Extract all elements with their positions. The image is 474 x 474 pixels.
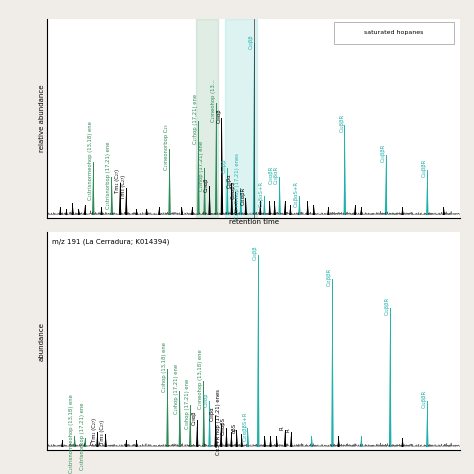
Text: C₂₉αβ: C₂₉αβ [191,410,197,425]
Text: C₃₀βα: C₃₀βα [226,173,231,188]
Text: C₂₉hop (17,21) ene: C₂₉hop (17,21) ene [174,364,179,414]
Text: C₃₀αβ: C₃₀αβ [217,109,221,123]
Text: C₃₂ββR: C₃₂ββR [385,297,390,315]
Text: C₃₁ββR: C₃₁ββR [327,268,332,286]
Text: C₂₅trisnormeohop (13,18) ene: C₂₅trisnormeohop (13,18) ene [69,394,74,474]
Text: C₂₉hop (13,18) ene: C₂₉hop (13,18) ene [162,342,167,392]
Text: C₃₁βαS+R: C₃₁βαS+R [294,181,299,207]
Text: C₃₁S+R hop (17,21) enes: C₃₁S+R hop (17,21) enes [216,389,220,455]
Text: C₃₀hop (17,21) ene: C₃₀hop (17,21) ene [185,378,190,428]
Y-axis label: relative abundance: relative abundance [38,85,45,152]
X-axis label: retention time: retention time [228,219,279,226]
Text: C₃₀αβS: C₃₀αβS [230,181,236,199]
Y-axis label: abundance: abundance [38,322,45,361]
Bar [196,19,218,218]
Text: C₃₀ββ: C₃₀ββ [253,246,258,260]
Text: saturated hopanes: saturated hopanes [364,30,423,36]
Text: C₂₅trisnorbop (17,21) ene: C₂₅trisnorbop (17,21) ene [106,142,111,209]
Text: C₃₀αβR
C₂₉βαR: C₃₀αβR C₂₉βαR [268,166,279,184]
Text: Tm₃ (C₂₇): Tm₃ (C₂₇) [100,420,105,444]
Text: C₃₀αβ: C₃₀αβ [204,392,209,407]
Text: C₂₉αβ: C₂₉αβ [204,177,209,192]
Text: C₃₂ββR: C₃₂ββR [422,390,427,409]
Bar [225,19,257,218]
Text: C₂₉neohop (13…: C₂₉neohop (13… [210,79,216,122]
Text: C₃₁αββS+R: C₃₁αββS+R [242,411,247,440]
Text: C₃₀αβS: C₃₀αβS [221,417,226,435]
Text: C₂₈hop (17,21) ene: C₂₈hop (17,21) ene [199,141,204,191]
Text: C₂₅trisnorbop (17,21) ene: C₂₅trisnorbop (17,21) ene [80,402,84,470]
Text: C₃₃ββR: C₃₃ββR [381,144,385,162]
Text: C₃₁S+R hop (17,21) enes: C₃₁S+R hop (17,21) enes [236,154,240,219]
Text: αβS: αβS [231,423,236,433]
Text: C₂₅trisnormeohop (13,18) ene: C₂₅trisnormeohop (13,18) ene [88,121,93,200]
Text: C₂₉neohop (13,18) ene: C₂₉neohop (13,18) ene [198,349,203,409]
Text: C₂₇hop (17,21) ene: C₂₇hop (17,21) ene [193,94,198,145]
FancyBboxPatch shape [334,22,454,44]
Text: C₃₁βαS+R: C₃₁βαS+R [259,181,264,207]
Text: R: R [280,426,284,430]
Text: Tm₂ (C₂₇): Tm₂ (C₂₇) [92,418,97,442]
Text: C₃₀βα: C₃₀βα [210,406,215,421]
Text: R: R [286,428,291,432]
Text: m/z 191 (La Cerradura; K014394): m/z 191 (La Cerradura; K014394) [52,239,169,246]
Text: C₃₀ββ: C₃₀ββ [222,159,227,173]
Text: C₃₁αβR: C₃₁αβR [240,187,246,205]
Text: C₃₂ββR: C₃₂ββR [339,114,344,132]
Text: C₃₀ββ: C₃₀ββ [248,34,254,49]
Text: Tm₂ (C₂₇): Tm₂ (C₂₇) [115,169,119,193]
Text: C₂₉neonorbop C₂₉: C₂₉neonorbop C₂₉ [164,125,169,170]
Text: Tm₃ (C₂₇): Tm₃ (C₂₇) [121,174,126,199]
Text: C₃₄ββR: C₃₄ββR [422,159,427,177]
